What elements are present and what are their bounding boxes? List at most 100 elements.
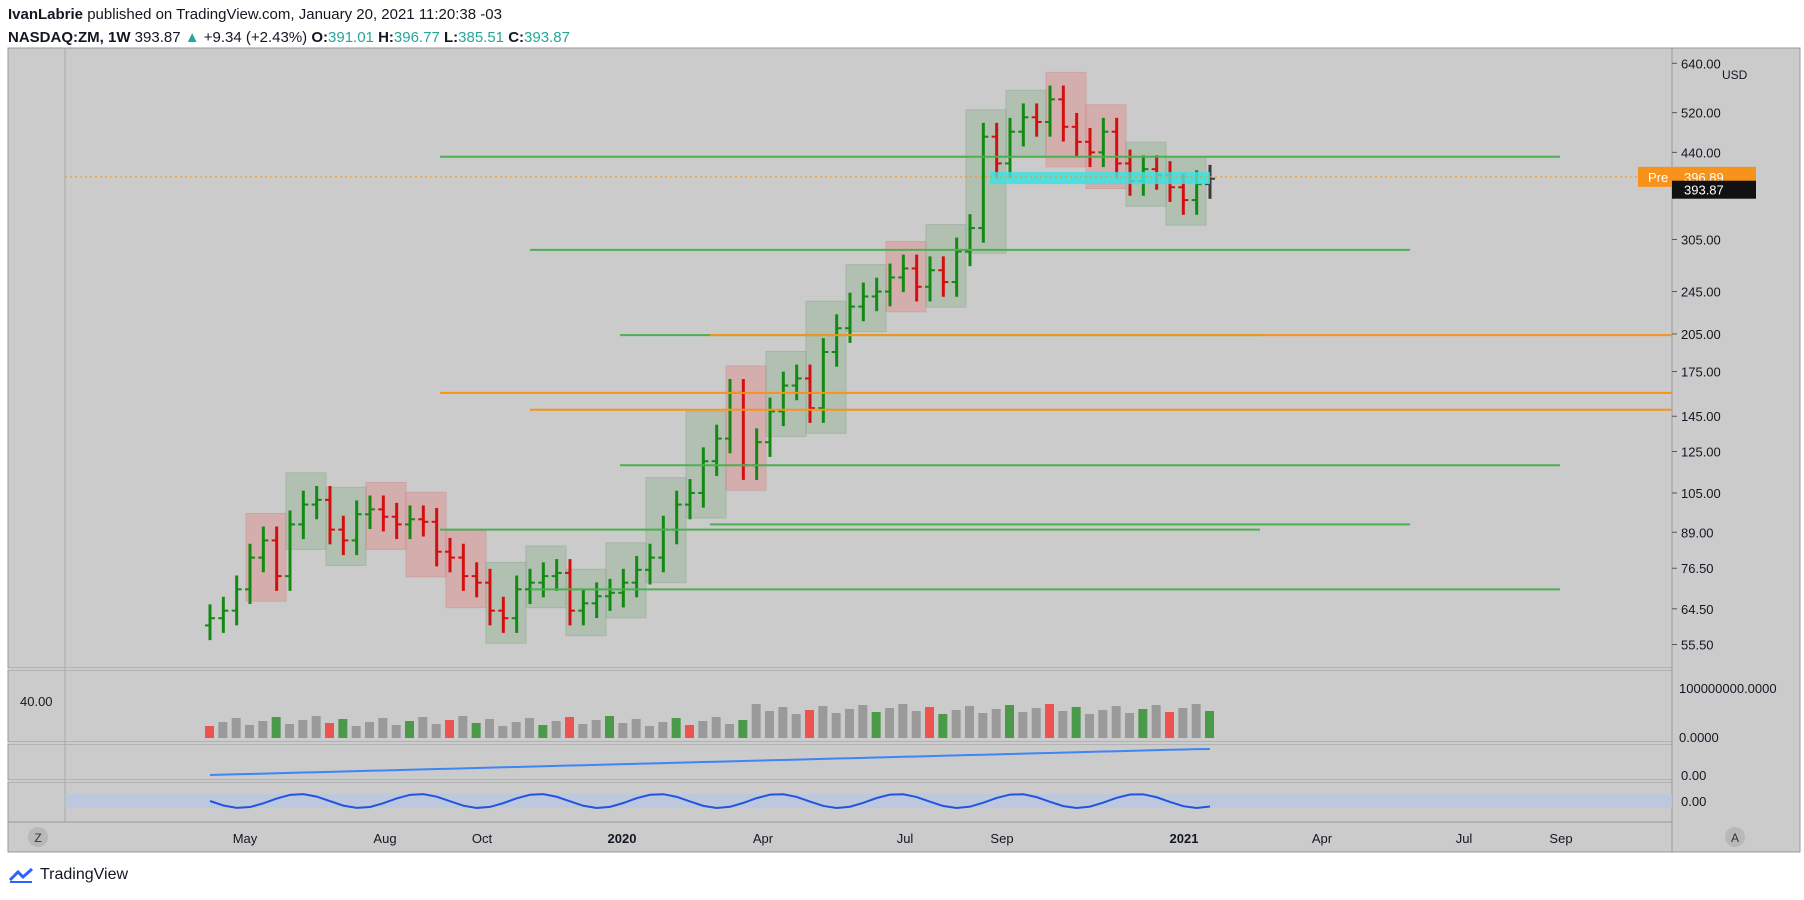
pattern-box <box>285 472 327 550</box>
volume-bar <box>378 718 388 738</box>
auto-scale-button[interactable] <box>1725 827 1745 847</box>
volume-bar <box>978 713 988 738</box>
x-tick-label: Apr <box>753 831 774 846</box>
y-tick-label: 145.00 <box>1681 409 1721 424</box>
volume-bar <box>911 711 921 738</box>
last-price: 393.87 <box>134 29 181 46</box>
x-tick-label: Sep <box>990 831 1013 846</box>
volume-bar <box>578 724 588 738</box>
volume-bar <box>805 710 814 738</box>
x-tick-label: Aug <box>373 831 396 846</box>
volume-bar <box>218 722 228 738</box>
high-value: 396.77 <box>393 29 440 46</box>
volume-bar <box>445 720 454 738</box>
pattern-box <box>325 486 367 566</box>
volume-bar <box>725 724 734 738</box>
volume-bar <box>471 723 481 738</box>
volume-bar <box>618 723 628 738</box>
y-tick-label: 305.00 <box>1681 232 1721 247</box>
published-text: published on TradingView.com, January 20… <box>87 6 502 23</box>
close-label: C: <box>508 29 525 46</box>
volume-bar <box>1058 711 1068 738</box>
volume-bar <box>1205 711 1214 738</box>
volume-bar <box>818 706 828 738</box>
volume-bar <box>351 726 361 738</box>
volume-bar <box>325 723 334 738</box>
y-tick-label: 89.00 <box>1681 525 1714 540</box>
volume-bar <box>778 707 788 738</box>
volume-bar <box>1045 704 1054 738</box>
volume-bar <box>858 705 868 738</box>
x-tick-label: 2021 <box>1170 831 1199 846</box>
y-tick-label: 125.00 <box>1681 445 1721 460</box>
y-tick-label: 640.00 <box>1681 56 1721 71</box>
volume-bar <box>831 713 841 738</box>
volume-bar <box>951 710 961 738</box>
y-tick-label: 245.00 <box>1681 285 1721 300</box>
volume-bar <box>658 722 668 738</box>
volume-bar <box>405 721 414 738</box>
currency-label: USD <box>1722 68 1748 82</box>
brand-name[interactable]: TradingView <box>40 866 129 883</box>
volume-bar <box>645 726 654 738</box>
x-tick-label: Jul <box>897 831 914 846</box>
pattern-box <box>845 264 887 333</box>
volume-bar <box>311 716 321 738</box>
pattern-box <box>365 481 407 550</box>
volume-tick-label: 0.0000 <box>1679 730 1719 745</box>
y-tick-label: 440.00 <box>1681 145 1721 160</box>
indicator-1-line <box>209 748 1211 776</box>
pattern-box <box>1165 156 1207 226</box>
pattern-box <box>725 365 767 491</box>
volume-bar <box>1098 710 1108 738</box>
volume-bar <box>1178 708 1188 738</box>
volume-bar <box>698 721 708 738</box>
low-value: 385.51 <box>458 29 505 46</box>
volume-tick-label: 100000000.0000 <box>1679 681 1777 696</box>
y-tick-label: 64.50 <box>1681 602 1714 617</box>
high-label: H: <box>378 29 394 46</box>
volume-bar <box>418 717 428 738</box>
close-value: 393.87 <box>524 29 570 46</box>
volume-bar <box>965 706 974 738</box>
volume-bar <box>498 726 508 738</box>
footer: TradingView <box>8 866 128 884</box>
volume-bar <box>751 704 761 738</box>
volume-bar <box>298 720 308 738</box>
indicator-1-tick-label: 0.00 <box>1681 768 1706 783</box>
price-pane[interactable] <box>7 47 1673 669</box>
volume-bar <box>885 708 894 738</box>
zoom-reset-button[interactable] <box>28 827 48 847</box>
last-price-badge-value: 393.87 <box>1684 183 1724 198</box>
x-tick-label: May <box>233 831 258 846</box>
volume-bar <box>711 717 721 738</box>
volume-bar <box>671 718 681 738</box>
volume-bar <box>1125 713 1134 738</box>
y-tick-label: 205.00 <box>1681 327 1721 342</box>
author-name[interactable]: IvanLabrie <box>8 6 84 23</box>
pattern-box <box>925 224 967 308</box>
volume-bar <box>925 707 934 738</box>
x-tick-label: Sep <box>1549 831 1572 846</box>
volume-bar <box>431 724 441 738</box>
up-arrow-icon: ▲ <box>184 29 200 46</box>
pattern-box <box>765 350 807 437</box>
volume-bar <box>231 718 241 738</box>
volume-bar <box>458 716 468 738</box>
volume-bar <box>938 714 948 738</box>
volume-bar <box>898 704 908 738</box>
volume-bar <box>591 720 601 738</box>
volume-bar <box>1005 705 1014 738</box>
volume-bar <box>1165 712 1174 738</box>
y-tick-label: 520.00 <box>1681 106 1721 121</box>
time-axis[interactable] <box>7 821 1673 853</box>
pattern-box <box>485 561 527 644</box>
volume-bar <box>685 725 694 738</box>
publish-line: IvanLabrie published on TradingView.com,… <box>8 6 502 23</box>
pattern-box <box>445 530 487 609</box>
volume-bar <box>991 709 1001 738</box>
auto-scale-label: A <box>1731 831 1739 845</box>
volume-bar <box>391 725 401 738</box>
volume-bar <box>551 721 561 738</box>
